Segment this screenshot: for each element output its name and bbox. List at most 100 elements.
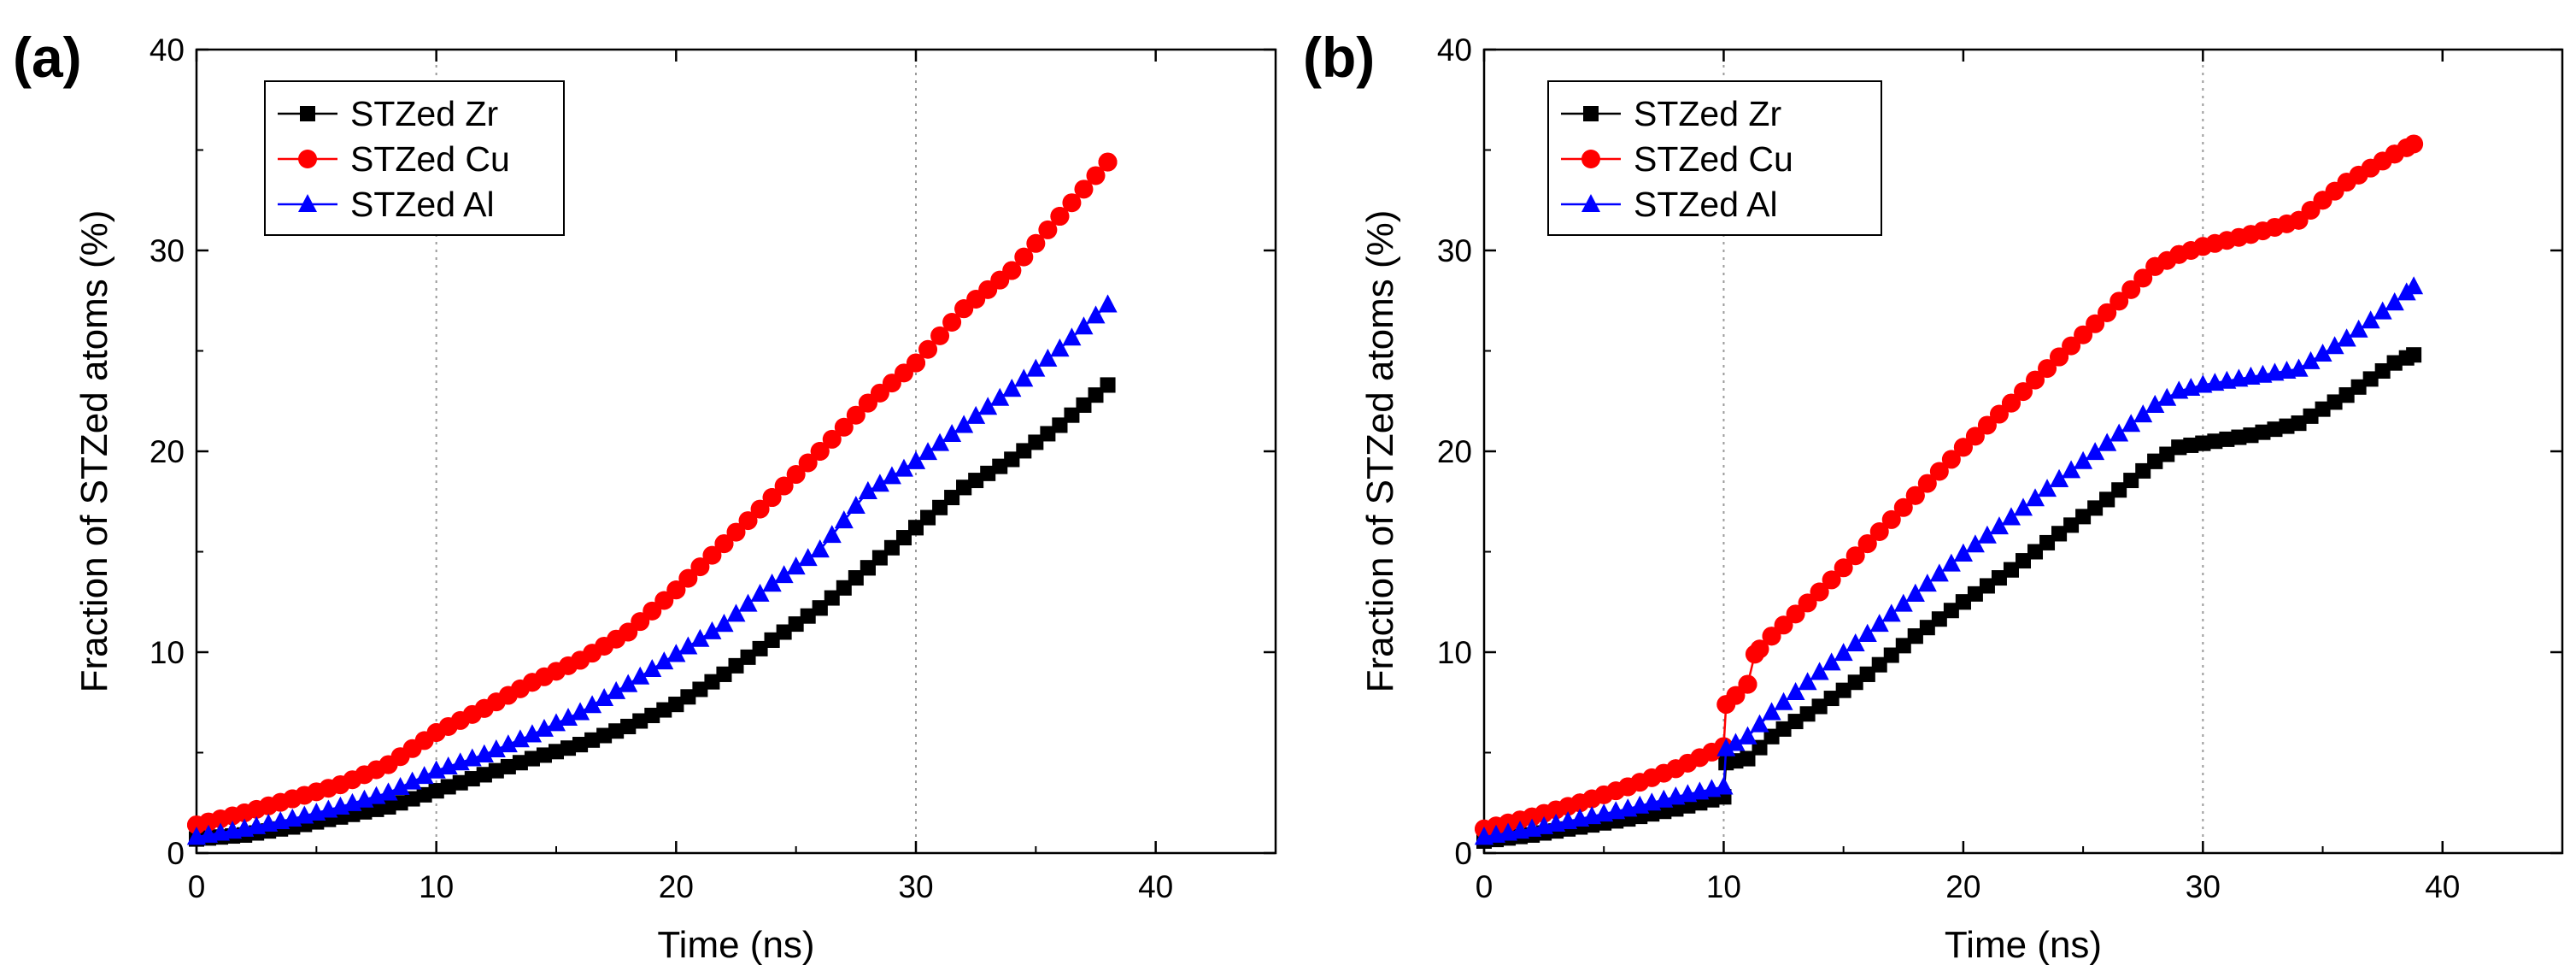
- data-point: [871, 550, 888, 566]
- data-point: [1028, 434, 1044, 450]
- data-point: [2255, 424, 2271, 440]
- data-point: [870, 474, 889, 492]
- data-point: [978, 397, 998, 415]
- data-point: [1668, 801, 1684, 817]
- y-tick-label: 40: [1437, 32, 1472, 68]
- data-point: [1086, 305, 1106, 324]
- data-point: [498, 734, 518, 753]
- data-point: [908, 520, 924, 536]
- data-point: [476, 767, 492, 783]
- data-point: [714, 614, 734, 633]
- data-point: [500, 758, 516, 774]
- data-point: [560, 740, 577, 756]
- data-point: [390, 777, 410, 796]
- data-point: [990, 387, 1010, 406]
- data-point: [1955, 594, 1971, 610]
- data-point: [2386, 355, 2403, 371]
- data-point: [1977, 415, 1997, 435]
- data-point: [620, 718, 637, 734]
- data-point: [1762, 702, 1781, 721]
- data-point: [559, 707, 578, 726]
- data-point: [1074, 180, 1094, 199]
- x-tick-label: 40: [1138, 869, 1173, 904]
- data-point: [1869, 522, 1889, 541]
- data-point: [1845, 546, 1865, 566]
- legend-label: STZed Al: [350, 185, 495, 224]
- data-point: [486, 739, 506, 757]
- data-point: [882, 466, 901, 485]
- data-point: [740, 649, 756, 665]
- data-point: [798, 453, 818, 473]
- panel-label: (b): [1303, 26, 1375, 89]
- series-line: [196, 303, 1109, 839]
- data-point: [1919, 620, 1935, 636]
- data-point: [2062, 460, 2081, 479]
- data-point: [2373, 301, 2392, 320]
- data-point: [1086, 166, 1106, 185]
- data-point: [1799, 706, 1816, 722]
- data-point: [2121, 280, 2141, 299]
- data-point: [1798, 672, 1817, 691]
- legend-marker: [1581, 150, 1600, 168]
- data-point: [235, 818, 255, 837]
- data-point: [1871, 656, 1887, 673]
- data-point: [2110, 291, 2129, 311]
- legend-label: STZed Zr: [350, 94, 498, 133]
- y-tick-label: 30: [150, 233, 185, 268]
- data-point: [1738, 674, 1757, 694]
- x-tick-label: 0: [188, 869, 206, 904]
- data-point: [1881, 509, 1901, 529]
- data-point: [2315, 401, 2331, 417]
- data-point: [678, 568, 698, 588]
- data-point: [942, 313, 962, 333]
- data-point: [2001, 507, 2021, 526]
- data-point: [452, 774, 468, 791]
- data-point: [1953, 438, 1973, 457]
- data-point: [1786, 682, 1805, 700]
- data-point: [956, 480, 972, 496]
- x-tick-label: 10: [419, 869, 454, 904]
- data-point: [1763, 728, 1780, 745]
- data-point: [1666, 786, 1686, 805]
- data-point: [2193, 237, 2213, 256]
- data-point: [2169, 244, 2189, 264]
- data-point: [631, 666, 650, 685]
- data-point: [404, 791, 420, 807]
- x-tick-label: 0: [1476, 869, 1493, 904]
- data-point: [571, 702, 590, 721]
- data-point: [1834, 558, 1853, 578]
- series-stzed-zr: [1476, 347, 2422, 849]
- data-point: [331, 796, 350, 815]
- data-point: [1750, 714, 1769, 733]
- data-point: [2159, 446, 2175, 462]
- legend-marker: [300, 106, 315, 121]
- legend: STZed Zr STZed Cu STZed Al: [1547, 80, 1882, 236]
- data-point: [2099, 491, 2115, 508]
- data-point: [2195, 435, 2211, 451]
- data-point: [726, 522, 746, 542]
- series-stzed-al: [187, 294, 1118, 845]
- y-tick-label: 20: [150, 434, 185, 469]
- data-point: [596, 727, 613, 744]
- data-point: [1834, 643, 1853, 662]
- data-point: [2098, 303, 2117, 322]
- data-point: [1965, 427, 1985, 446]
- data-point: [1618, 798, 1638, 817]
- data-point: [510, 729, 530, 748]
- data-point: [2243, 427, 2259, 444]
- data-point: [1905, 583, 1925, 602]
- data-point: [2350, 379, 2367, 395]
- data-point: [2289, 210, 2309, 230]
- data-point: [810, 539, 830, 558]
- data-point: [1917, 574, 1937, 592]
- data-point: [2133, 268, 2153, 288]
- data-point: [860, 560, 876, 576]
- data-point: [2362, 371, 2379, 387]
- data-point: [2051, 526, 2068, 542]
- data-point: [800, 608, 816, 624]
- data-point: [2404, 276, 2424, 295]
- data-point: [762, 574, 782, 592]
- data-point: [786, 465, 806, 485]
- data-point: [619, 622, 638, 642]
- data-point: [235, 803, 255, 822]
